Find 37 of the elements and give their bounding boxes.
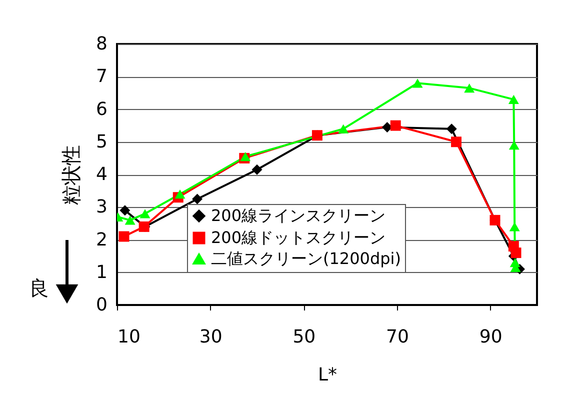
point [252, 164, 262, 175]
y-tick-label: 5 [96, 131, 108, 152]
x-tick-label: 10 [118, 326, 140, 348]
y-tick-label: 6 [96, 98, 108, 120]
point [174, 190, 186, 199]
y-tick-label: 3 [96, 196, 108, 218]
legend-label: 二値スクリーン(1200dpi) [211, 249, 401, 268]
legend-label: 200線ドットスクリーン [211, 228, 386, 247]
legend-label: 200線ラインスクリーン [211, 206, 386, 225]
x-axis-title: L* [318, 364, 338, 386]
x-tick-label: 50 [292, 326, 316, 348]
y-tick-label: 1 [96, 262, 108, 283]
point [509, 222, 520, 232]
point [338, 124, 349, 134]
point [508, 94, 519, 104]
y-tick-label: 7 [96, 66, 108, 88]
point [464, 84, 475, 93]
y-tick-label: 0 [96, 294, 108, 316]
y-tick-label: 2 [96, 229, 108, 250]
point [390, 120, 401, 131]
x-tick-label: 70 [386, 326, 409, 348]
point [120, 205, 130, 216]
point [118, 231, 130, 242]
y-axis-title: 粒状性 [59, 145, 84, 205]
text: 良 [29, 276, 49, 300]
y-tick-label: 8 [96, 34, 108, 54]
x-tick-label: 30 [199, 326, 222, 348]
point [451, 136, 462, 148]
y-tick-label: 4 [96, 164, 108, 185]
point [412, 78, 423, 88]
x-tick-label: 90 [479, 326, 502, 348]
point [510, 248, 522, 258]
point [140, 209, 150, 218]
point [124, 216, 136, 225]
point [192, 194, 203, 204]
point [446, 124, 457, 134]
point [508, 140, 520, 150]
